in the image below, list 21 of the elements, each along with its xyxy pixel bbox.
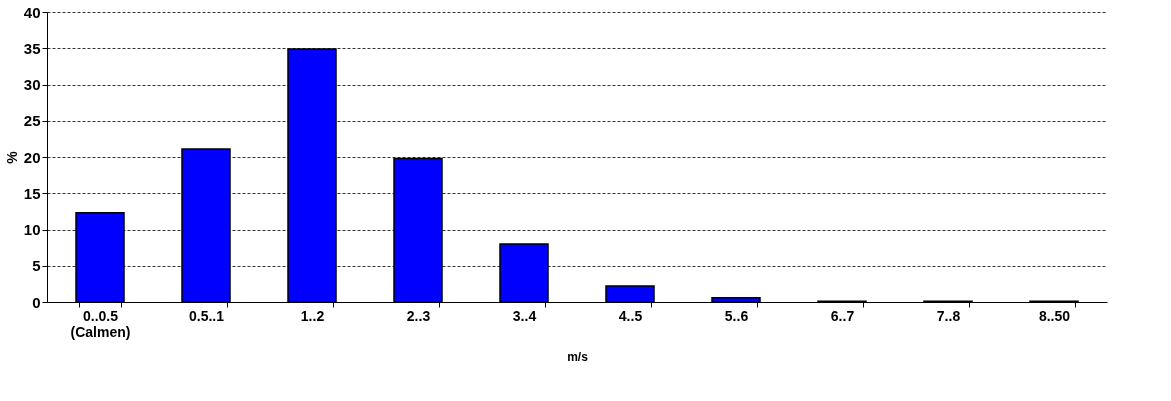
x-axis-title: m/s xyxy=(567,349,589,364)
x-tick-label: 8..50 xyxy=(1038,307,1071,324)
y-tick-label: 25 xyxy=(23,112,41,130)
x-tick-label: 7..8 xyxy=(936,307,961,324)
y-axis-title: % xyxy=(3,150,20,164)
y-tick-label: 5 xyxy=(32,257,41,275)
x-tick-label: 5..6 xyxy=(724,307,749,324)
x-tick-label: 3..4 xyxy=(512,307,537,324)
x-tick-label: 0.5..1 xyxy=(188,307,225,324)
x-tick-label: 6..7 xyxy=(830,307,855,324)
y-tick-label: 30 xyxy=(23,76,41,93)
y-tick-label: 35 xyxy=(23,39,41,57)
x-tick-label: 2..3 xyxy=(406,307,431,324)
y-tick-label: 15 xyxy=(23,184,41,202)
x-tick-label: 1..2 xyxy=(300,307,325,324)
x-tick-label: 0..0.5 (Calmen) xyxy=(70,307,131,340)
y-tick-label: 40 xyxy=(23,3,41,21)
y-tick-label: 20 xyxy=(23,148,41,166)
y-tick-label: 10 xyxy=(23,221,41,238)
y-tick-label: 0 xyxy=(32,293,41,311)
x-tick-label: 4..5 xyxy=(618,307,643,324)
